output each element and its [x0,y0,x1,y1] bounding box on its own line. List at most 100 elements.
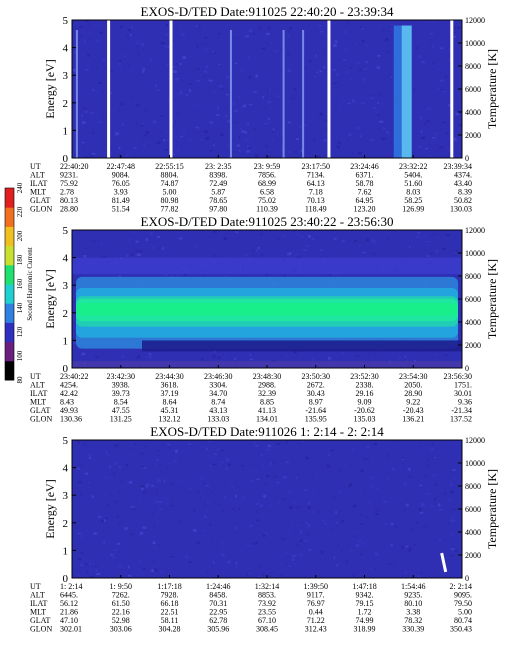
texture-cell [203,74,206,77]
texture-cell [306,522,308,525]
orbit-table-cell: 110.39 [256,205,278,214]
spectrogram-texture [76,440,458,579]
texture-cell [425,147,428,150]
texture-cell [194,126,199,128]
texture-cell [210,535,213,539]
texture-cell [209,235,211,237]
texture-cell [88,23,91,27]
orbit-table-cell: 118.49 [305,205,327,214]
texture-cell [195,68,200,70]
texture-cell [420,503,425,507]
texture-cell [99,31,103,34]
texture-cell [287,121,291,124]
texture-cell [235,526,237,529]
orbit-table-cell: 22.51 [161,608,179,617]
texture-cell [205,65,208,68]
texture-cell [218,63,221,65]
texture-cell [200,490,203,493]
orbit-table-cell: 71.22 [307,616,325,625]
data-gap [450,20,454,158]
texture-cell [408,549,411,552]
texture-cell [246,146,249,148]
orbit-table-cell: 2988. [258,381,276,390]
orbit-table-cell: 0.44 [309,608,323,617]
texture-cell [431,21,434,24]
texture-cell [80,537,83,538]
texture-cell [409,522,411,525]
texture-cell [242,105,246,108]
texture-cell [390,23,394,25]
orbit-table-cell: 37.19 [161,389,179,398]
texture-cell [386,454,389,458]
texture-cell [211,491,214,494]
texture-cell [261,47,266,50]
y2-tick-label: 4000 [465,528,481,537]
orbit-row-label: ILAT [30,179,47,188]
texture-cell [201,357,204,361]
orbit-table-cell: 23: 2:35 [205,162,231,171]
texture-cell [367,352,371,354]
orbit-table-cell: 305.96 [207,625,229,634]
texture-cell [271,138,274,141]
texture-cell [273,475,278,478]
orbit-table-cell: 318.99 [354,625,376,634]
texture-cell [212,51,215,53]
texture-cell [256,478,260,481]
texture-cell [391,27,393,30]
orbit-table-cell: 1: 9:50 [110,582,132,591]
texture-cell [423,123,427,125]
texture-cell [272,128,275,131]
texture-cell [272,359,275,362]
texture-cell [374,233,378,235]
texture-cell [383,127,386,130]
texture-cell [144,110,148,112]
y-tick-label: 3 [63,490,69,502]
texture-cell [422,73,424,76]
orbit-table-cell: 41.13 [258,406,276,415]
texture-cell [157,89,160,91]
texture-cell [100,519,104,523]
texture-cell [267,101,272,104]
texture-cell [156,450,160,452]
orbit-table-cell: 8.97 [309,398,323,407]
texture-cell [327,464,330,468]
texture-cell [415,236,419,238]
texture-cell [431,442,434,445]
orbit-table-cell: 8398. [209,171,227,180]
orbit-table-cell: 3304. [209,381,227,390]
texture-cell [105,451,107,454]
texture-cell [351,151,354,154]
orbit-table-cell: 43.13 [209,406,227,415]
texture-cell [256,503,260,505]
orbit-table-cell: 350.43 [450,625,472,634]
texture-cell [131,507,135,511]
texture-cell [225,94,230,96]
orbit-table-cell: 9.22 [406,398,420,407]
y-tick-label: 0 [63,363,69,375]
texture-cell [412,151,416,154]
texture-cell [367,545,371,547]
texture-cell [286,53,290,56]
texture-cell [384,492,388,494]
colorbar-tick-label: 200 [16,230,24,241]
orbit-table-cell: 79.50 [454,599,472,608]
texture-cell [234,358,237,360]
texture-cell [248,104,253,106]
texture-cell [280,138,283,140]
texture-cell [146,30,148,33]
texture-cell [228,145,231,148]
texture-cell [295,138,299,141]
texture-cell [365,44,368,47]
orbit-table-cell: 1:54:46 [401,582,425,591]
texture-cell [445,40,448,42]
upper-band [72,257,462,275]
texture-cell [133,231,135,233]
texture-cell [118,465,121,469]
texture-cell [84,27,86,29]
texture-cell [205,137,210,141]
texture-cell [432,474,437,477]
texture-cell [83,39,85,43]
texture-cell [224,275,229,277]
texture-cell [215,114,219,116]
texture-cell [438,503,441,507]
